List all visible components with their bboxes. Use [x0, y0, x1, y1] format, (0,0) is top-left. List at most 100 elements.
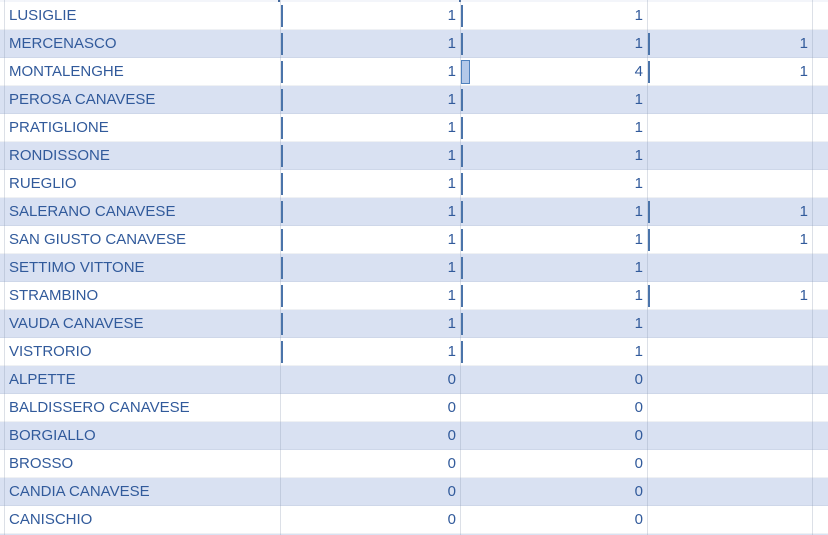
conditional-format-databar: [281, 89, 283, 111]
value-cell-col3[interactable]: [647, 506, 812, 534]
cell-value: 1: [447, 287, 456, 304]
table-row: RONDISSONE 1 1: [0, 142, 828, 170]
value-cell-col3[interactable]: 1: [647, 226, 812, 254]
value-cell-col3[interactable]: 1: [647, 198, 812, 226]
value-cell-col1[interactable]: 1: [280, 142, 460, 170]
table-row: MERCENASCO 1 1 1: [0, 30, 828, 58]
municipality-name-cell[interactable]: SETTIMO VITTONE: [9, 259, 145, 276]
value-cell-col3[interactable]: [647, 478, 812, 506]
value-cell-col1[interactable]: 1: [280, 30, 460, 58]
right-edge-cell: [812, 310, 828, 338]
table-row: LUSIGLIE 1 1: [0, 2, 828, 30]
value-cell-col3[interactable]: [647, 366, 812, 394]
value-cell-col1[interactable]: 0: [280, 450, 460, 478]
value-cell-col3[interactable]: 1: [647, 30, 812, 58]
municipality-name-cell[interactable]: SAN GIUSTO CANAVESE: [9, 231, 186, 248]
value-cell-col1[interactable]: 1: [280, 254, 460, 282]
cell-value: 1: [447, 7, 456, 24]
value-cell-col1[interactable]: 1: [280, 198, 460, 226]
value-cell-col3[interactable]: [647, 310, 812, 338]
value-cell-col3[interactable]: [647, 114, 812, 142]
value-cell-col2[interactable]: 1: [460, 2, 647, 30]
right-edge-cell: [812, 478, 828, 506]
municipality-name-cell[interactable]: MONTALENGHE: [9, 63, 124, 80]
cell-value: 1: [447, 259, 456, 276]
value-cell-col2[interactable]: 4: [460, 58, 647, 86]
value-cell-col3[interactable]: [647, 450, 812, 478]
value-cell-col1[interactable]: 1: [280, 86, 460, 114]
value-cell-col2[interactable]: 1: [460, 198, 647, 226]
value-cell-col2[interactable]: 0: [460, 422, 647, 450]
municipality-name-cell[interactable]: RONDISSONE: [9, 147, 110, 164]
right-edge-cell: [812, 422, 828, 450]
conditional-format-databar: [281, 285, 283, 307]
value-cell-col2[interactable]: 1: [460, 254, 647, 282]
cell-value: 1: [634, 203, 643, 220]
value-cell-col2[interactable]: 1: [460, 170, 647, 198]
municipality-name-cell[interactable]: BALDISSERO CANAVESE: [9, 399, 190, 416]
value-cell-col3[interactable]: [647, 338, 812, 366]
value-cell-col2[interactable]: 1: [460, 226, 647, 254]
municipality-name-cell[interactable]: VISTRORIO: [9, 343, 92, 360]
value-cell-col1[interactable]: 1: [280, 58, 460, 86]
cropped-previous-row-strip: [0, 0, 828, 2]
municipality-name-cell[interactable]: RUEGLIO: [9, 175, 77, 192]
value-cell-col2[interactable]: 1: [460, 30, 647, 58]
value-cell-col2[interactable]: 1: [460, 114, 647, 142]
value-cell-col3[interactable]: [647, 394, 812, 422]
value-cell-col2[interactable]: 1: [460, 142, 647, 170]
municipality-name-cell[interactable]: VAUDA CANAVESE: [9, 315, 144, 332]
value-cell-col3[interactable]: 1: [647, 282, 812, 310]
municipality-name-cell[interactable]: CANISCHIO: [9, 511, 93, 528]
value-cell-col3[interactable]: [647, 2, 812, 30]
value-cell-col2[interactable]: 0: [460, 394, 647, 422]
cell-value: 1: [634, 91, 643, 108]
table-row: BALDISSERO CANAVESE 0 0: [0, 394, 828, 422]
value-cell-col2[interactable]: 0: [460, 366, 647, 394]
value-cell-col1[interactable]: 1: [280, 2, 460, 30]
value-cell-col2[interactable]: 1: [460, 310, 647, 338]
conditional-format-databar: [461, 313, 463, 335]
municipality-name-cell[interactable]: PRATIGLIONE: [9, 119, 109, 136]
value-cell-col2[interactable]: 1: [460, 338, 647, 366]
value-cell-col3[interactable]: [647, 170, 812, 198]
conditional-format-databar: [281, 257, 283, 279]
municipality-name-cell[interactable]: LUSIGLIE: [9, 7, 77, 24]
value-cell-col3[interactable]: 1: [647, 58, 812, 86]
value-cell-col1[interactable]: 1: [280, 226, 460, 254]
cell-value: 0: [634, 511, 643, 528]
table-row: ALPETTE 0 0: [0, 366, 828, 394]
municipality-name-cell[interactable]: STRAMBINO: [9, 287, 99, 304]
value-cell-col1[interactable]: 0: [280, 422, 460, 450]
value-cell-col1[interactable]: 1: [280, 170, 460, 198]
municipality-name-cell[interactable]: BORGIALLO: [9, 427, 96, 444]
value-cell-col3[interactable]: [647, 86, 812, 114]
value-cell-col3[interactable]: [647, 142, 812, 170]
right-edge-cell: [812, 2, 828, 30]
value-cell-col1[interactable]: 1: [280, 310, 460, 338]
value-cell-col2[interactable]: 0: [460, 506, 647, 534]
municipality-name-cell[interactable]: ALPETTE: [9, 371, 76, 388]
value-cell-col1[interactable]: 0: [280, 478, 460, 506]
value-cell-col1[interactable]: 1: [280, 282, 460, 310]
value-cell-col3[interactable]: [647, 254, 812, 282]
right-edge-cell: [812, 282, 828, 310]
value-cell-col1[interactable]: 0: [280, 394, 460, 422]
value-cell-col1[interactable]: 0: [280, 366, 460, 394]
municipality-name-cell[interactable]: PEROSA CANAVESE: [9, 91, 156, 108]
value-cell-col1[interactable]: 1: [280, 338, 460, 366]
value-cell-col2[interactable]: 0: [460, 478, 647, 506]
value-cell-col3[interactable]: [647, 422, 812, 450]
value-cell-col1[interactable]: 0: [280, 506, 460, 534]
municipality-name-cell[interactable]: CANDIA CANAVESE: [9, 483, 150, 500]
conditional-format-databar: [461, 33, 463, 55]
value-cell-col2[interactable]: 1: [460, 282, 647, 310]
value-cell-col1[interactable]: 1: [280, 114, 460, 142]
value-cell-col2[interactable]: 0: [460, 450, 647, 478]
municipality-name-cell[interactable]: BROSSO: [9, 455, 74, 472]
municipality-name-cell[interactable]: MERCENASCO: [9, 35, 117, 52]
cell-value: 4: [634, 63, 643, 80]
municipality-name-cell[interactable]: SALERANO CANAVESE: [9, 203, 176, 220]
value-cell-col2[interactable]: 1: [460, 86, 647, 114]
